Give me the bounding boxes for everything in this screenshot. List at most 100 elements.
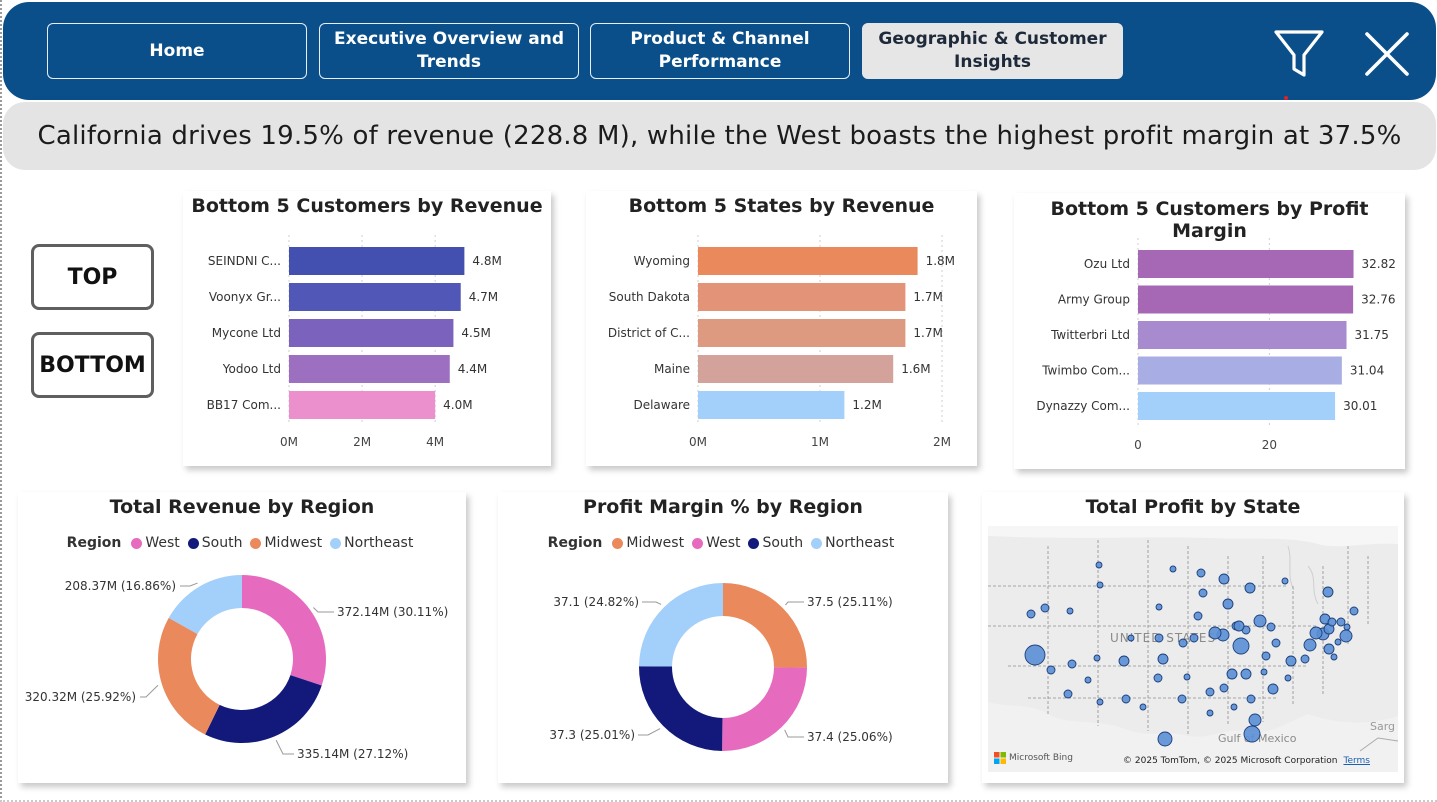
bar[interactable]: [289, 283, 461, 311]
nav-product-button[interactable]: Product & Channel Performance: [590, 23, 850, 79]
state-bubble[interactable]: [1046, 665, 1056, 675]
state-bubble[interactable]: [1240, 668, 1252, 680]
donut-slice[interactable]: [639, 666, 723, 751]
bar[interactable]: [289, 391, 436, 419]
donut-slice[interactable]: [158, 617, 220, 735]
donut-slice[interactable]: [242, 575, 326, 686]
nav-home-button[interactable]: Home: [47, 23, 307, 79]
state-bubble[interactable]: [1067, 659, 1077, 669]
bar[interactable]: [1138, 250, 1354, 278]
bar[interactable]: [289, 247, 465, 275]
bar[interactable]: [289, 355, 450, 383]
state-bubble[interactable]: [1267, 683, 1279, 695]
state-bubble[interactable]: [1233, 620, 1245, 632]
legend-item-northeast[interactable]: Northeast: [330, 535, 413, 551]
state-bubble[interactable]: [1206, 709, 1214, 717]
state-bubble[interactable]: [1118, 655, 1130, 667]
state-bubble[interactable]: [1339, 629, 1353, 643]
state-bubble[interactable]: [1232, 637, 1250, 655]
state-bubble[interactable]: [1095, 561, 1103, 569]
state-bubble[interactable]: [1063, 689, 1073, 699]
state-bubble[interactable]: [1327, 617, 1337, 627]
state-bubble[interactable]: [1246, 694, 1256, 704]
donut-slice[interactable]: [723, 583, 807, 668]
state-bubble[interactable]: [1198, 588, 1208, 598]
state-bubble[interactable]: [1177, 694, 1187, 704]
state-bubble[interactable]: [1222, 598, 1234, 610]
state-bubble[interactable]: [1139, 703, 1147, 711]
state-bubble[interactable]: [1248, 713, 1262, 727]
state-bubble[interactable]: [1024, 644, 1046, 666]
state-bubble[interactable]: [1323, 643, 1335, 655]
state-bubble[interactable]: [1349, 606, 1359, 616]
state-bubble[interactable]: [1281, 577, 1289, 585]
filter-icon[interactable]: [1271, 26, 1327, 82]
state-bubble[interactable]: [1260, 668, 1268, 676]
state-bubble[interactable]: [1208, 626, 1222, 640]
bar[interactable]: [698, 319, 906, 347]
bar[interactable]: [1138, 285, 1354, 314]
state-bubble[interactable]: [1178, 638, 1188, 648]
legend-item-west[interactable]: West: [692, 535, 740, 551]
bar[interactable]: [1138, 321, 1347, 349]
state-bubble[interactable]: [1330, 653, 1338, 661]
bar[interactable]: [698, 391, 845, 419]
bar[interactable]: [1138, 356, 1342, 385]
legend-item-west[interactable]: West: [131, 535, 180, 551]
state-bubble[interactable]: [1253, 614, 1267, 628]
bar[interactable]: [1138, 392, 1336, 420]
state-bubble[interactable]: [1303, 638, 1317, 652]
state-bubble[interactable]: [1196, 568, 1206, 578]
state-bubble[interactable]: [1096, 581, 1104, 589]
legend-item-midwest[interactable]: Midwest: [250, 535, 322, 551]
state-bubble[interactable]: [1336, 617, 1346, 627]
state-bubble[interactable]: [1334, 638, 1342, 646]
bar[interactable]: [289, 319, 454, 347]
state-bubble[interactable]: [1261, 651, 1271, 661]
legend-item-midwest[interactable]: Midwest: [612, 535, 684, 551]
state-bubble[interactable]: [1343, 623, 1351, 631]
bar[interactable]: [698, 283, 906, 311]
state-bubble[interactable]: [1244, 582, 1256, 594]
state-bubble[interactable]: [1157, 731, 1173, 747]
state-bubble[interactable]: [1040, 603, 1050, 613]
bar[interactable]: [698, 355, 894, 383]
state-bubble[interactable]: [1284, 674, 1292, 682]
legend-item-northeast[interactable]: Northeast: [811, 535, 894, 551]
bottom-toggle-button[interactable]: BOTTOM: [31, 332, 154, 398]
state-bubble[interactable]: [1243, 725, 1261, 743]
state-bubble[interactable]: [1153, 673, 1163, 683]
state-bubble[interactable]: [1154, 633, 1164, 643]
legend-item-south[interactable]: South: [748, 535, 803, 551]
state-bubble[interactable]: [1300, 654, 1310, 664]
close-icon[interactable]: [1359, 26, 1415, 82]
state-bubble[interactable]: [1026, 609, 1036, 619]
state-bubble[interactable]: [1121, 694, 1131, 704]
donut-slice[interactable]: [168, 575, 242, 635]
donut-slice[interactable]: [722, 667, 807, 751]
state-bubble[interactable]: [1193, 611, 1203, 621]
state-bubble[interactable]: [1084, 676, 1092, 684]
state-bubble[interactable]: [1155, 603, 1163, 611]
state-bubble[interactable]: [1219, 683, 1229, 693]
state-bubble[interactable]: [1169, 565, 1177, 573]
state-bubble[interactable]: [1096, 698, 1104, 706]
profit-map[interactable]: UNITED STATES Gulf of Mexico Sarg Micros…: [988, 526, 1398, 772]
state-bubble[interactable]: [1066, 607, 1074, 615]
state-bubble[interactable]: [1189, 633, 1199, 643]
state-bubble[interactable]: [1266, 622, 1276, 632]
legend-item-south[interactable]: South: [187, 535, 242, 551]
state-bubble[interactable]: [1230, 703, 1238, 711]
state-bubble[interactable]: [1285, 655, 1297, 667]
state-bubble[interactable]: [1226, 668, 1238, 680]
state-bubble[interactable]: [1093, 654, 1101, 662]
nav-geo-button[interactable]: Geographic & Customer Insights: [862, 23, 1123, 79]
nav-executive-button[interactable]: Executive Overview and Trends: [319, 23, 579, 79]
terms-link[interactable]: Terms: [1343, 756, 1370, 766]
state-bubble[interactable]: [1309, 626, 1323, 640]
map-canvas[interactable]: UNITED STATES Gulf of Mexico Sarg: [988, 526, 1398, 772]
state-bubble[interactable]: [1127, 634, 1135, 642]
bar[interactable]: [698, 247, 918, 275]
donut-slice[interactable]: [639, 583, 723, 667]
state-bubble[interactable]: [1322, 586, 1334, 598]
